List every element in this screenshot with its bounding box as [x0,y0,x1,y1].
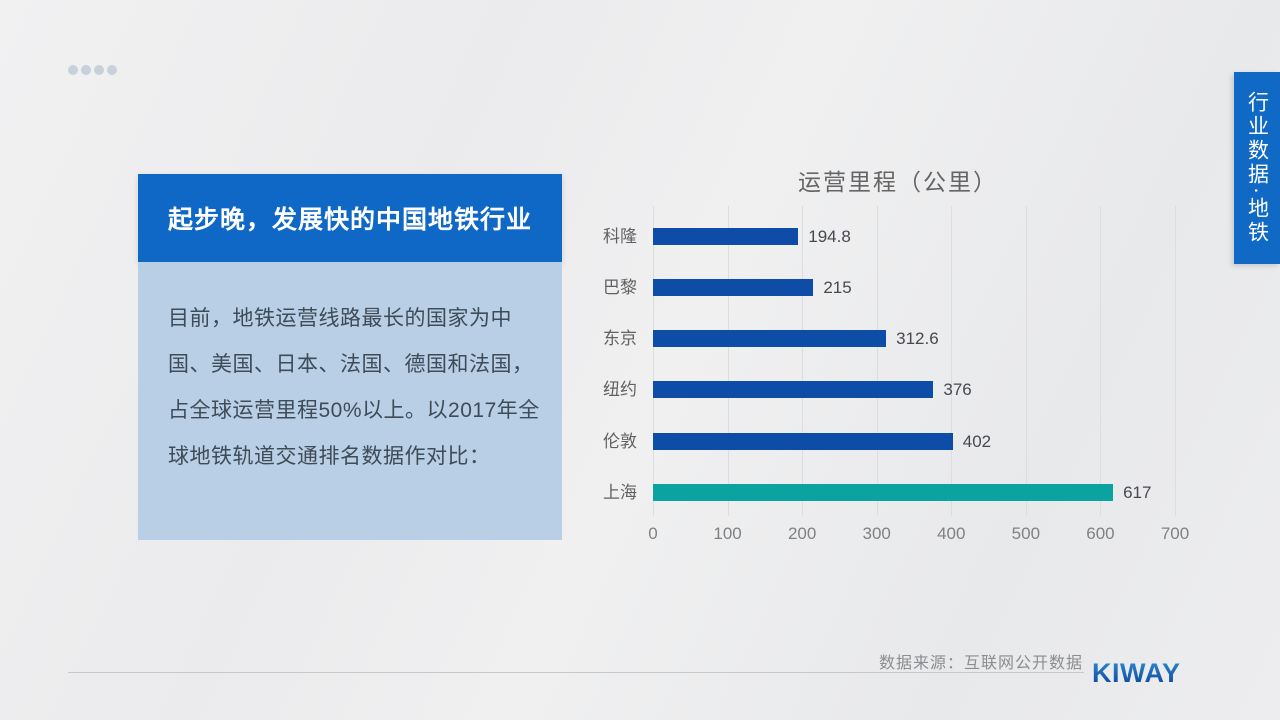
bar-科隆 [653,227,799,245]
bar-伦敦 [653,432,953,450]
bar-纽约 [653,381,934,399]
gridline [727,206,729,516]
category-label: 纽约 [603,380,637,400]
value-label: 376 [943,380,972,400]
gridline [1025,206,1027,516]
slide-progress-dots [68,65,117,75]
gridline [876,206,878,516]
value-label: 194.8 [808,226,851,246]
value-label: 312.6 [896,329,939,349]
description-box: 目前，地铁运营线路最长的国家为中国、美国、日本、法国、德国和法国，占全球运营里程… [138,262,562,540]
value-label: 402 [962,431,992,451]
bar-上海 [653,484,1114,501]
x-tick-label: 0 [648,524,658,543]
x-tick-label: 400 [937,524,966,543]
x-tick-label: 300 [862,524,891,543]
category-label: 伦敦 [603,431,637,451]
x-tick-label: 200 [787,524,817,543]
gridline [1100,206,1102,516]
category-label: 东京 [603,329,637,349]
section-title-box: 起步晚，发展快的中国地铁行业 [138,174,562,262]
value-label: 215 [823,277,852,297]
category-label: 科隆 [603,226,637,246]
progress-dot [107,65,117,75]
gridline [653,206,654,516]
data-source-note: 数据来源：互联网公开数据 [878,655,1083,672]
footer-divider [68,672,1084,673]
bar-巴黎 [653,278,814,296]
x-tick-label: 700 [1160,524,1190,543]
x-tick-label: 100 [713,524,742,543]
progress-dot [81,65,91,75]
gridline [951,206,953,516]
description-text: 目前，地铁运营线路最长的国家为中国、美国、日本、法国、德国和法国，占全球运营里程… [168,307,540,468]
x-tick-label: 500 [1011,524,1041,543]
section-title: 起步晚，发展快的中国地铁行业 [167,206,532,234]
progress-dot [94,65,104,75]
chart-title: 运营里程（公里） [798,169,998,195]
x-tick-label: 600 [1086,524,1115,543]
gridline [1175,206,1176,516]
progress-dot [68,65,78,75]
category-label: 巴黎 [603,277,637,297]
bar-东京 [653,330,887,348]
value-label: 617 [1123,483,1152,502]
side-tab: 行业数据·地铁 [1234,72,1280,264]
chart-plot-area: 0 100 200 300 400 500 600 700 科隆 194.8 巴黎 215 东京 312.… [603,206,1189,543]
gridline [802,206,804,516]
side-tab-label: 行业数据·地铁 [1245,91,1269,245]
category-label: 上海 [603,483,637,502]
kiway-logo: KIWAY [1092,658,1181,688]
